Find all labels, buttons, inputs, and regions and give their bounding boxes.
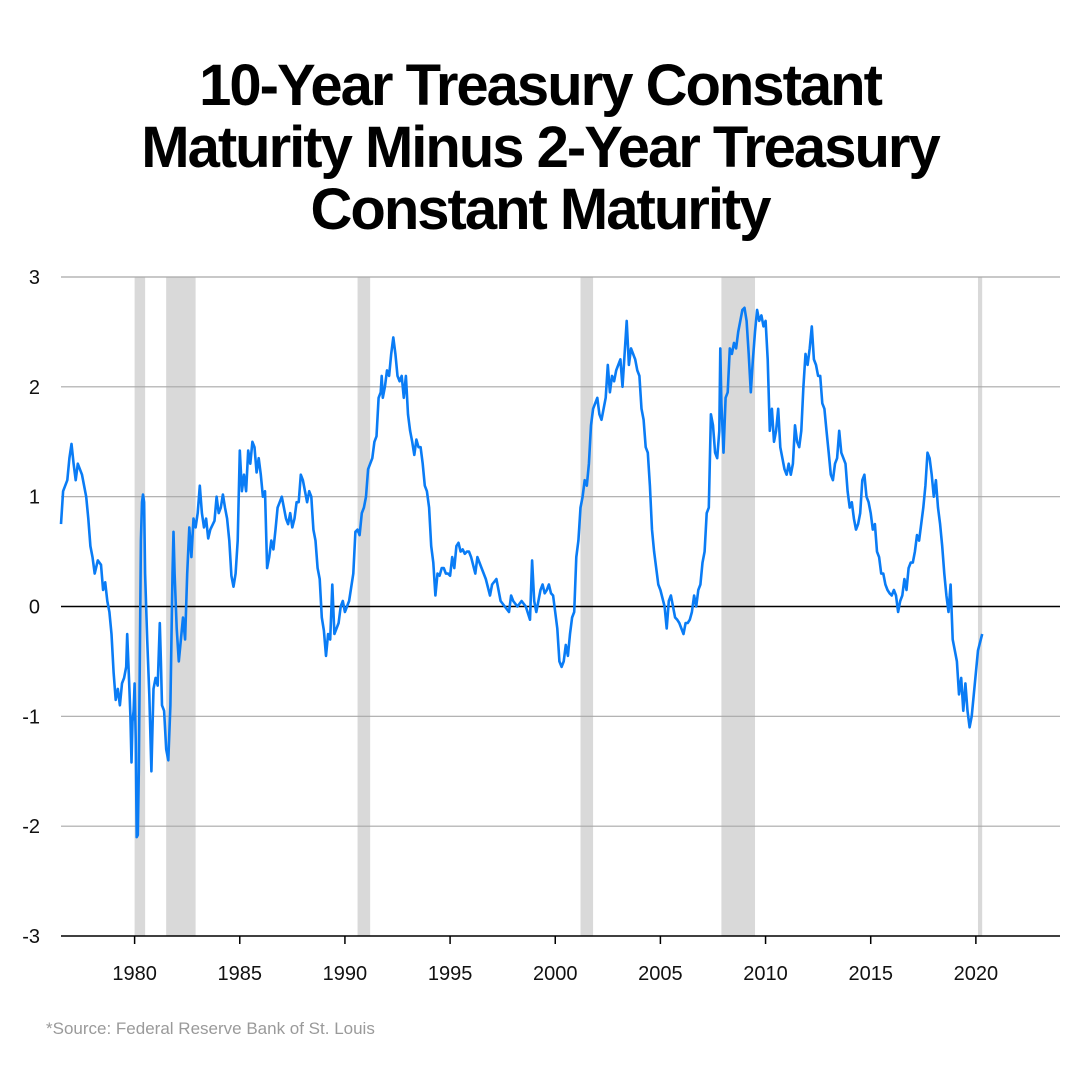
y-tick-label: -1 <box>22 706 40 728</box>
y-tick-label: 1 <box>29 487 40 509</box>
y-tick-label: 3 <box>29 267 40 289</box>
x-tick-label: 1995 <box>428 963 473 985</box>
y-tick-label: -2 <box>22 816 40 838</box>
series-line-layer <box>59 306 984 839</box>
chart-title-line-2: Maturity Minus 2-Year Treasury <box>141 115 940 180</box>
series-line-1 <box>59 306 984 839</box>
source-note: *Source: Federal Reserve Bank of St. Lou… <box>46 1019 375 1038</box>
chart-title-line-1: 10-Year Treasury Constant <box>199 53 883 118</box>
x-tick-label: 2005 <box>638 963 683 985</box>
chart-title: 10-Year Treasury Constant Maturity Minus… <box>40 55 1040 241</box>
y-tick-label: -3 <box>22 926 40 948</box>
gridlines <box>61 276 1060 827</box>
x-tick-label: 2020 <box>954 963 999 985</box>
x-tick-label: 2010 <box>743 963 788 985</box>
x-tick-label: 1985 <box>218 963 263 985</box>
tick-labels: -3 -2 -1 0 1 2 3 1980 1985 1990 1995 2000 2005 2010 20… <box>22 267 998 985</box>
x-tick-label: 1980 <box>112 963 157 985</box>
chart-title-line-3: Constant Maturity <box>310 177 772 242</box>
y-tick-label: 2 <box>29 377 40 399</box>
x-tick-label: 2015 <box>848 963 893 985</box>
axes <box>61 605 1060 944</box>
x-tick-label: 2000 <box>533 963 578 985</box>
y-tick-label: 0 <box>29 597 40 619</box>
x-tick-label: 1990 <box>323 963 368 985</box>
